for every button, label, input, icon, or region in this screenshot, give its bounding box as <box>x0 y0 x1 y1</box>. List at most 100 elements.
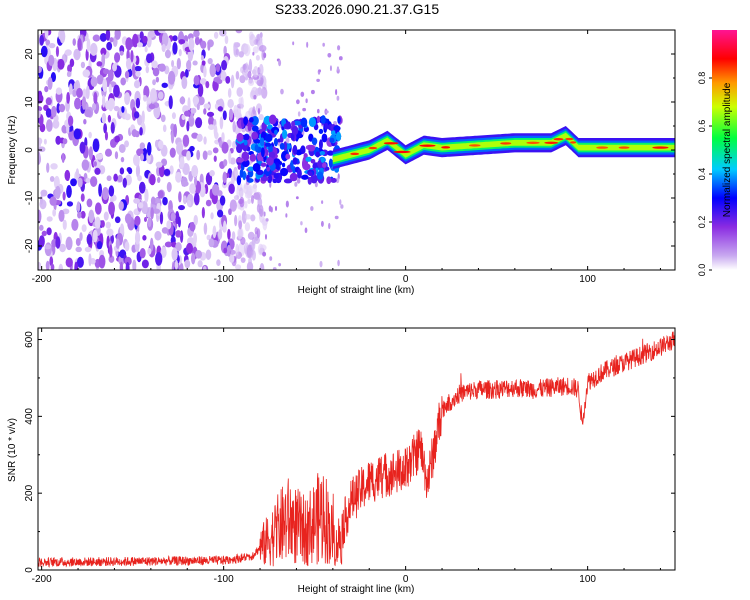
noise-blob <box>272 267 277 270</box>
noise-blob <box>162 124 167 133</box>
noise-blob <box>82 69 91 78</box>
noise-blob <box>199 173 204 185</box>
transition-blob <box>321 162 327 168</box>
noise-blob <box>178 191 182 203</box>
noise-blob <box>69 58 75 68</box>
noise-blob <box>38 105 43 112</box>
ridge-peak <box>570 141 577 144</box>
noise-blob <box>258 114 264 121</box>
noise-blob <box>141 200 148 214</box>
noise-blob <box>124 241 130 252</box>
noise-blob <box>179 96 186 105</box>
noise-blob <box>223 247 228 254</box>
noise-blob <box>280 88 284 95</box>
noise-blob <box>205 249 212 260</box>
noise-blob <box>183 110 191 117</box>
transition-blob <box>253 138 261 144</box>
transition-blob <box>247 166 255 172</box>
noise-blob <box>45 260 50 270</box>
transition-blob <box>334 167 340 173</box>
noise-blob <box>149 237 154 252</box>
noise-blob <box>109 37 114 43</box>
noise-blob <box>201 60 206 66</box>
noise-blob <box>217 229 223 240</box>
noise-blob <box>83 118 87 125</box>
noise-blob <box>258 63 264 76</box>
transition-blob <box>266 157 274 166</box>
noise-blob <box>55 87 63 95</box>
noise-blob <box>258 45 267 52</box>
noise-blob <box>174 259 179 270</box>
noise-blob <box>189 145 195 152</box>
noise-blob <box>256 79 264 87</box>
noise-blob <box>92 34 101 42</box>
noise-blob <box>234 264 242 270</box>
noise-blob <box>120 77 127 86</box>
noise-blob <box>122 177 127 188</box>
noise-blob <box>221 132 225 142</box>
noise-blob <box>285 200 289 208</box>
noise-blob <box>269 256 273 261</box>
noise-blob <box>80 210 86 219</box>
noise-blob <box>139 142 146 150</box>
noise-blob <box>158 63 166 72</box>
noise-blob <box>203 103 211 109</box>
noise-blob <box>264 233 268 240</box>
noise-blob <box>190 107 197 114</box>
noise-blob <box>148 103 156 110</box>
noise-blob <box>335 177 340 184</box>
page-title: S233.2026.090.21.37.G15 <box>275 1 439 17</box>
y-tick-label: 20 <box>24 48 35 60</box>
noise-blob <box>98 183 103 197</box>
noise-blob <box>58 103 66 113</box>
ridge-peak <box>368 146 378 150</box>
noise-blob <box>319 260 323 268</box>
transition-blob <box>267 124 273 130</box>
noise-blob <box>75 168 80 179</box>
noise-blob <box>124 92 131 105</box>
noise-blob <box>247 198 251 205</box>
noise-blob <box>182 163 190 176</box>
noise-blob <box>217 106 224 112</box>
x-tick-label: 100 <box>579 274 596 285</box>
noise-blob <box>94 216 101 229</box>
noise-blob <box>325 110 329 114</box>
noise-blob <box>255 87 263 96</box>
noise-blob <box>336 95 340 101</box>
noise-blob <box>62 191 66 201</box>
noise-blob <box>135 164 141 178</box>
noise-blob <box>228 208 232 216</box>
noise-blob <box>107 69 114 82</box>
noise-blob <box>105 30 111 41</box>
noise-blob <box>98 254 106 269</box>
noise-blob <box>160 246 167 258</box>
noise-blob <box>171 112 176 120</box>
noise-blob <box>108 255 115 263</box>
noise-blob <box>62 219 67 231</box>
noise-blob <box>219 195 226 206</box>
colorbar-tick-label: 0.8 <box>697 72 707 85</box>
noise-blob <box>76 87 83 99</box>
noise-blob <box>73 48 81 61</box>
noise-blob <box>193 214 198 226</box>
noise-blob <box>149 174 156 186</box>
transition-blob <box>251 125 259 132</box>
noise-blob <box>192 95 200 105</box>
noise-blob <box>239 75 246 84</box>
noise-blob <box>207 124 215 131</box>
noise-blob <box>110 122 115 134</box>
noise-blob <box>164 241 173 248</box>
noise-blob <box>108 185 115 197</box>
noise-blob <box>263 52 267 59</box>
noise-blob <box>101 112 107 124</box>
noise-blob <box>340 204 344 209</box>
snr-frame <box>37 327 676 571</box>
noise-blob <box>100 47 107 56</box>
y-tick-label: 200 <box>24 484 35 501</box>
noise-blob <box>81 224 87 232</box>
noise-blob <box>187 97 191 111</box>
noise-blob <box>223 220 227 233</box>
noise-blob <box>157 190 164 199</box>
noise-blob <box>328 222 331 230</box>
ridge-peak <box>544 141 559 144</box>
